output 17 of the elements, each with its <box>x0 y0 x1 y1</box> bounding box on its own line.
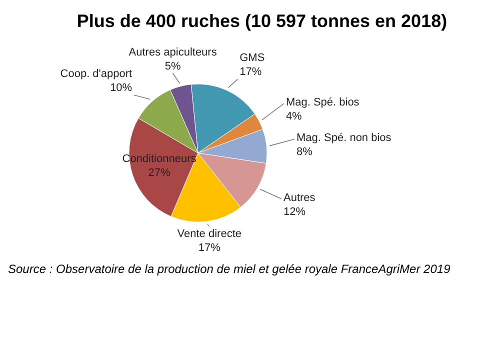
data-label: 4% <box>286 110 302 123</box>
source-note: Source : Observatoire de la production de miel et gelée royale FranceAgriMer 2019 <box>8 262 451 276</box>
slice-label: Mag. Spé. non bios <box>296 132 392 144</box>
data-label: 27% <box>148 166 170 179</box>
slice-label: Coop. d'apport <box>60 68 132 80</box>
data-label: 5% <box>164 60 181 72</box>
slice-label: Autres apiculteurs <box>128 46 218 58</box>
slice-label: Autres <box>284 192 316 204</box>
slice-label: Mag. Spé. bios <box>286 96 360 109</box>
data-label: 10% <box>110 82 132 94</box>
data-label: 17% <box>240 66 262 78</box>
data-label: 17% <box>198 242 221 254</box>
data-label: 8% <box>296 146 313 158</box>
slice-label: Vente directe <box>177 228 242 240</box>
chart-title: Plus de 400 ruches (10 597 tonnes en 2018) <box>76 11 448 31</box>
slice-label: GMS <box>240 52 265 64</box>
data-label: 12% <box>284 206 306 218</box>
